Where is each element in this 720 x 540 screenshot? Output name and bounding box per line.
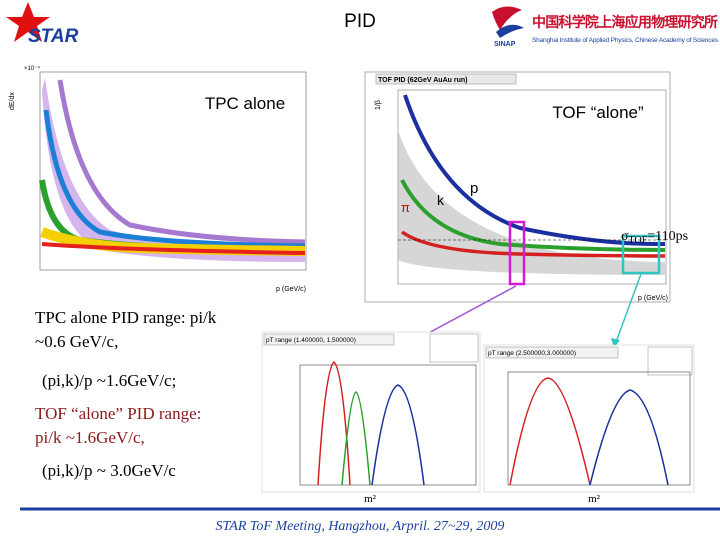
frame-title-box bbox=[375, 73, 517, 85]
note-line: (pi,k)/p ~1.6GeV/c; bbox=[42, 371, 176, 390]
proton-peak bbox=[589, 389, 669, 486]
sigma: σ bbox=[621, 229, 629, 244]
x-axis-title: p (GeV/c) bbox=[638, 295, 668, 302]
tof-plot: TOF PID (62GeV AuAu run) 1/β p (GeV/c) T… bbox=[364, 71, 688, 303]
institute-abbr: SINAP bbox=[494, 41, 516, 48]
footer: STAR ToF Meeting, Hangzhou, Arpril. 27~2… bbox=[216, 519, 505, 534]
notes: TPC alone PID range: pi/k ~0.6 GeV/c, (p… bbox=[35, 308, 217, 480]
plot-label: TOF “alone” bbox=[552, 103, 644, 122]
range-label: pT range (2.500000,3.000000) bbox=[488, 350, 576, 357]
kaon-curve bbox=[400, 179, 666, 252]
kaon-peak bbox=[341, 391, 371, 486]
pion-kaon-peak bbox=[509, 377, 591, 486]
plot-area bbox=[507, 371, 691, 486]
logo-swoosh bbox=[492, 6, 522, 30]
y-axis-title: dE/dx bbox=[9, 92, 16, 110]
note-line: TOF “alone” PID range: bbox=[35, 404, 201, 423]
institute-name-en: Shanghai Institute of Applied Physics, C… bbox=[532, 37, 719, 44]
range-label: pT range (1.400000, 1.500000) bbox=[266, 337, 356, 344]
stats-box bbox=[647, 346, 693, 376]
note-line: TPC alone PID range: pi/k bbox=[35, 308, 217, 327]
selection-box bbox=[621, 234, 661, 275]
kaon-label: k bbox=[437, 192, 445, 208]
slide-title: PID bbox=[344, 11, 376, 32]
note-line: (pi,k)/p ~ 3.0GeV/c bbox=[42, 461, 176, 480]
scatter-cloud bbox=[398, 130, 665, 275]
x-axis-title: m² bbox=[364, 493, 377, 505]
selection-box bbox=[508, 220, 526, 286]
logo-swoosh bbox=[496, 24, 524, 38]
plot-area bbox=[299, 364, 477, 486]
institute-logo: SINAP 中国科学院上海应用物理研究所 Shanghai Institute … bbox=[492, 6, 719, 48]
x-axis-title: m² bbox=[588, 493, 601, 505]
proton-band bbox=[57, 79, 306, 245]
histogram-right: pT range (2.500000,3.000000) m² bbox=[483, 344, 695, 505]
pion-curve bbox=[400, 230, 666, 258]
star-icon bbox=[6, 2, 50, 42]
range-box bbox=[485, 346, 619, 359]
institute-name-cn: 中国科学院上海应用物理研究所 bbox=[532, 14, 718, 30]
tpc-plot: TPC alone dE/dx ×10⁻⁴ p (GeV/c) bbox=[9, 65, 307, 293]
note-line: ~0.6 GeV/c, bbox=[35, 332, 118, 351]
pion-peak bbox=[317, 360, 351, 486]
arrow bbox=[615, 273, 642, 343]
resolution-value: =110ps bbox=[647, 229, 688, 244]
note-line: pi/k ~1.6GeV/c, bbox=[35, 428, 145, 447]
star-logo: STAR bbox=[28, 26, 79, 47]
range-box bbox=[263, 333, 395, 346]
kaon-band bbox=[43, 109, 306, 249]
proton-peak bbox=[371, 384, 425, 486]
y-axis-title: 1/β bbox=[375, 100, 382, 110]
histogram-left: pT range (1.400000, 1.500000) m² bbox=[261, 331, 481, 505]
resolution-label: σTOF=110ps bbox=[621, 229, 688, 246]
stats-box bbox=[429, 333, 479, 363]
axis-exponent: ×10⁻⁴ bbox=[24, 65, 40, 72]
subscript: TOF bbox=[629, 235, 648, 246]
pion-peak bbox=[41, 242, 306, 255]
pion-label: π bbox=[401, 200, 410, 215]
frame-title: TOF PID (62GeV AuAu run) bbox=[378, 77, 467, 84]
x-axis-title: p (GeV/c) bbox=[276, 286, 306, 293]
proton-label: p bbox=[470, 180, 478, 197]
plot-label: TPC alone bbox=[205, 94, 285, 113]
